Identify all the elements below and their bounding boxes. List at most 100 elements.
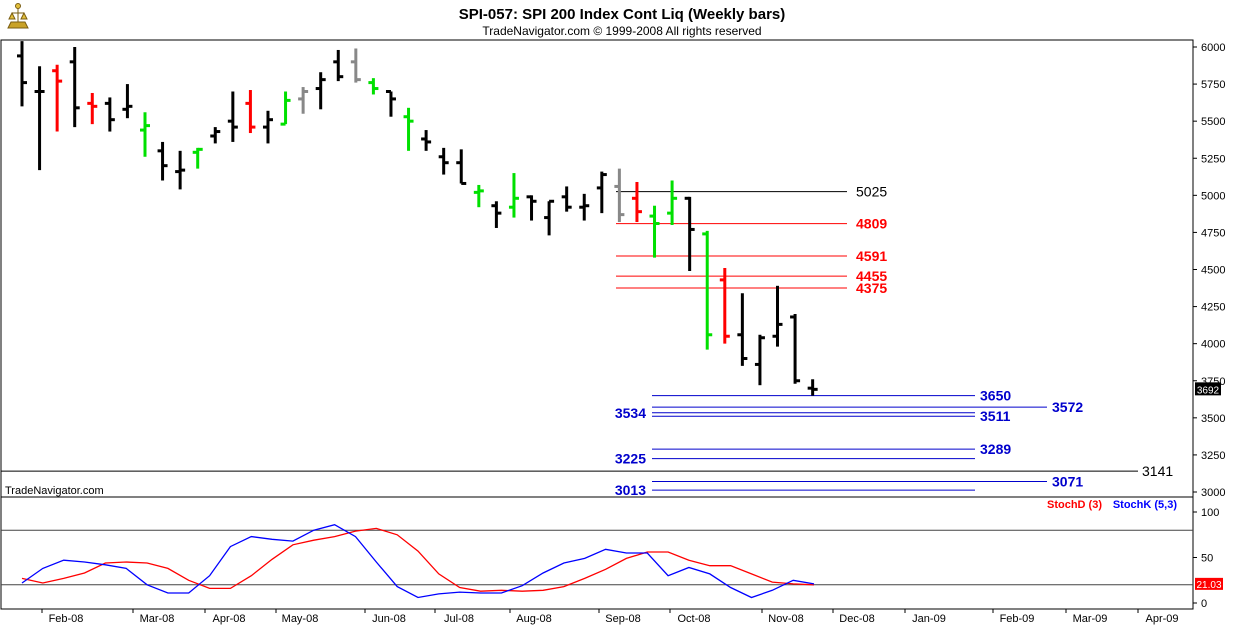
price-y-tick-label: 4500 [1201,265,1225,277]
ohlc-bar [438,147,449,175]
x-tick-label: Jul-08 [444,613,474,625]
copyright-subtitle: TradeNavigator.com © 1999-2008 All right… [482,24,761,38]
legend-stochk: StochK (5,3) [1113,499,1178,511]
x-tick-label: Mar-08 [140,613,175,625]
level-label: 3013 [615,482,646,498]
x-tick-label: Feb-08 [49,613,84,625]
x-tick-label: May-08 [282,613,319,625]
price-y-tick-label: 5500 [1201,116,1225,128]
ohlc-bar [737,293,748,366]
ohlc-bar [175,150,186,190]
price-y-axis: 3000325035003750400042504500475050005250… [1193,42,1225,499]
ohlc-bar [421,130,432,151]
ohlc-bar [544,199,555,236]
level-label: 4375 [856,280,887,296]
price-y-tick-label: 3500 [1201,413,1225,425]
x-tick-label: Nov-08 [768,613,803,625]
ohlc-bar [210,127,221,144]
stochastic-panel: 0 50 100 21.03 StochD (3) StochK (5,3) [0,496,1223,610]
last-price-marker [1195,382,1221,396]
ohlc-bar [139,112,150,157]
level-label: 3289 [980,441,1011,457]
price-y-tick-label: 4750 [1201,227,1225,239]
ohlc-bar [52,64,63,132]
ohlc-bar [790,314,801,384]
level-label: 3141 [1142,463,1173,479]
ohlc-bar [702,230,713,350]
ohlc-bar [104,97,115,132]
ohlc-bar [561,186,572,212]
x-tick-label: Aug-08 [516,613,551,625]
stoch-last-marker [1195,577,1223,590]
trade-navigator-logo-icon [7,3,29,29]
level-label: 4809 [856,216,887,232]
stochd-line [21,527,815,592]
x-tick-label: Apr-08 [212,613,245,625]
ohlc-bar [491,201,502,228]
ohlc-bar [579,193,590,221]
stoch-last-label: 21.03 [1196,580,1221,591]
ohlc-bar [333,49,344,82]
ohlc-bar [508,173,519,218]
price-y-tick-label: 5750 [1201,79,1225,91]
stoch-y-tick-label: 0 [1201,598,1207,610]
level-label: 3534 [615,405,646,421]
price-y-tick-label: 5000 [1201,190,1225,202]
level-label: 4591 [856,248,887,264]
ohlc-bar [350,48,361,83]
x-axis: Feb-08 Mar-08 Apr-08 May-08 Jun-08 Jul-08 Aug-… [41,609,1179,625]
x-tick-label: Jan-09 [912,613,946,625]
ohlc-bar [385,90,396,117]
ohlc-bar [473,184,484,208]
ohlc-bar [245,90,256,134]
stoch-y-tick-label: 50 [1201,553,1213,565]
price-y-tick-label: 3000 [1201,487,1225,499]
ohlc-bar [17,41,27,107]
ohlc-bar [368,78,379,95]
ohlc-bar [456,149,467,185]
x-tick-label: Sep-08 [605,613,640,625]
x-tick-label: Mar-09 [1073,613,1108,625]
ohlc-bar [157,141,168,181]
ohlc-bar [526,195,537,221]
legend-stochd: StochD (3) [1047,499,1102,511]
ohlc-bar [719,268,730,344]
level-label: 3225 [615,451,646,467]
x-tick-label: Dec-08 [839,613,874,625]
ohlc-bar [262,110,273,144]
ohlc-bar [122,84,133,119]
ohlc-bar [87,92,98,125]
ohlc-bar [69,47,80,128]
stochk-line [21,524,815,599]
level-label: 4455 [856,268,887,284]
x-tick-label: Jun-08 [372,613,406,625]
ohlc-bar [667,180,678,225]
x-tick-label: Oct-08 [677,613,710,625]
chart-title: SPI-057: SPI 200 Index Cont Liq (Weekly … [459,6,786,23]
ohlc-bar [631,181,642,223]
x-tick-label: Feb-09 [1000,613,1035,625]
ohlc-bar [649,205,660,258]
ohlc-bar [684,196,695,271]
ohlc-bar [298,87,309,114]
ohlc-bar [772,285,783,347]
price-y-tick-label: 5250 [1201,153,1225,165]
watermark-text: TradeNavigator.com [5,485,104,497]
level-label: 3572 [1052,399,1083,415]
x-tick-label: Apr-09 [1145,613,1178,625]
stoch-lines [21,524,815,599]
ohlc-bar [614,168,625,223]
ohlc-bar [315,72,326,110]
level-label: 3650 [980,388,1011,404]
level-label: 3511 [980,408,1011,424]
ohlc-bar [754,334,765,386]
ohlc-bar [34,66,45,171]
price-y-tick-label: 6000 [1201,42,1225,54]
level-label: 5025 [856,184,887,200]
level-label: 3071 [1052,473,1083,489]
price-y-tick-label: 4250 [1201,302,1225,314]
ohlc-bar [807,379,818,396]
ohlc-bar [403,107,414,151]
